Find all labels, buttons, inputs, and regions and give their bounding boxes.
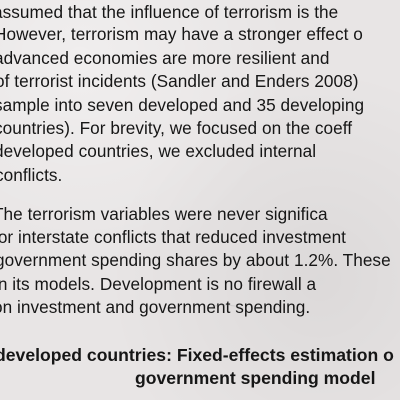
text-line: countries). For brevity, we focused on t…: [0, 118, 353, 138]
text-line: for interstate conflicts that reduced in…: [0, 227, 347, 247]
table-caption-line: developed countries: Fixed-effects estim…: [0, 345, 394, 365]
watermark-mark: [208, 304, 242, 310]
text-line: assumed that the influence of terrorism …: [0, 2, 339, 22]
text-line: of terrorist incidents (Sandler and Ende…: [0, 71, 359, 91]
text-line: developed countries, we excluded interna…: [0, 141, 317, 161]
text-line: in its models. Development is no firewal…: [0, 274, 317, 294]
text-line: conflicts.: [0, 165, 63, 185]
text-line: sample into seven developed and 35 devel…: [0, 95, 365, 115]
text-line: advanced economies are more resilient an…: [0, 48, 330, 68]
table-caption-line: government spending model: [135, 368, 376, 388]
text-line: The terrorism variables were never signi…: [0, 204, 328, 224]
text-line: on investment and government spending.: [0, 297, 311, 317]
text-line: However, terrorism may have a stronger e…: [0, 24, 363, 44]
text-line: government spending shares by about 1.2%…: [0, 250, 391, 270]
